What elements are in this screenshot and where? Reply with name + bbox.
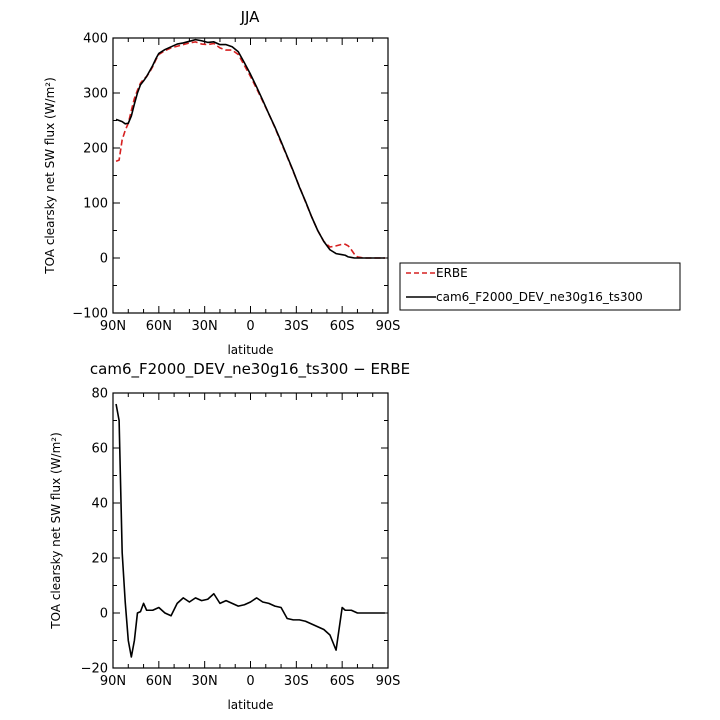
bottom-y-tick-label: 20 <box>91 552 108 567</box>
bottom-x-tick-label: 0 <box>246 674 254 689</box>
bottom-plot-area: 90N 60N 30N 0 30S 60S 90S 80 60 40 20 0 −20 <box>81 387 401 690</box>
bottom-y-tick-label: 0 <box>100 607 108 622</box>
top-x-tick-label: 30N <box>192 319 218 334</box>
legend-label-erbe: ERBE <box>436 266 468 280</box>
bottom-series-line-difference <box>115 403 385 658</box>
bottom-panel: cam6_F2000_DEV_ne30g16_ts300 − ERBE 90N 6… <box>49 360 410 712</box>
top-series-line-cam6-f2000-dev-ne30g16-ts300 <box>115 38 385 259</box>
top-y-tick-label: 200 <box>83 142 108 157</box>
bottom-x-tick-label: 60S <box>330 674 355 689</box>
bottom-x-tick-label: 30N <box>192 674 218 689</box>
bottom-y-tick-label: −20 <box>81 662 108 677</box>
top-y-tick-label: 400 <box>83 32 108 47</box>
top-chart-title: JJA <box>240 8 261 26</box>
top-x-tick-label: 0 <box>246 319 254 334</box>
top-panel: JJA 90N 60N 30N 0 30S 60S 90S 400 300 200 100 0 −100… <box>43 8 400 357</box>
top-plot-area: 90N 60N 30N 0 30S 60S 90S 400 300 200 100 0 −100 <box>72 32 400 335</box>
top-x-tick-label: 90S <box>376 319 401 334</box>
top-x-tick-label: 30S <box>284 319 309 334</box>
bottom-chart-title: cam6_F2000_DEV_ne30g16_ts300 − ERBE <box>90 360 410 379</box>
bottom-y-tick-label: 40 <box>91 497 108 512</box>
legend-box <box>399 262 681 311</box>
top-y-tick-label: −100 <box>72 307 108 322</box>
bottom-plot-frame <box>112 392 389 669</box>
bottom-x-axis-label: latitude <box>227 698 273 712</box>
top-y-tick-label: 0 <box>100 252 108 267</box>
bottom-x-tick-label: 30S <box>284 674 309 689</box>
top-x-tick-label: 90N <box>100 319 126 334</box>
top-x-tick-label: 60S <box>330 319 355 334</box>
bottom-y-tick-label: 80 <box>91 387 108 402</box>
top-y-axis-label: TOA clearsky net SW flux (W/m²) <box>43 77 57 275</box>
top-plot-frame <box>112 37 389 314</box>
top-y-tick-label: 300 <box>83 87 108 102</box>
bottom-x-tick-label: 90N <box>100 674 126 689</box>
top-y-tick-label: 100 <box>83 197 108 212</box>
bottom-y-axis-label: TOA clearsky net SW flux (W/m²) <box>49 432 63 630</box>
bottom-y-tick-label: 60 <box>91 442 108 457</box>
legend: ERBE cam6_F2000_DEV_ne30g16_ts300 <box>399 262 681 311</box>
bottom-x-tick-label: 90S <box>376 674 401 689</box>
top-x-tick-label: 60N <box>146 319 172 334</box>
legend-label-cam6: cam6_F2000_DEV_ne30g16_ts300 <box>436 290 643 304</box>
bottom-x-tick-label: 60N <box>146 674 172 689</box>
top-x-axis-label: latitude <box>227 343 273 357</box>
